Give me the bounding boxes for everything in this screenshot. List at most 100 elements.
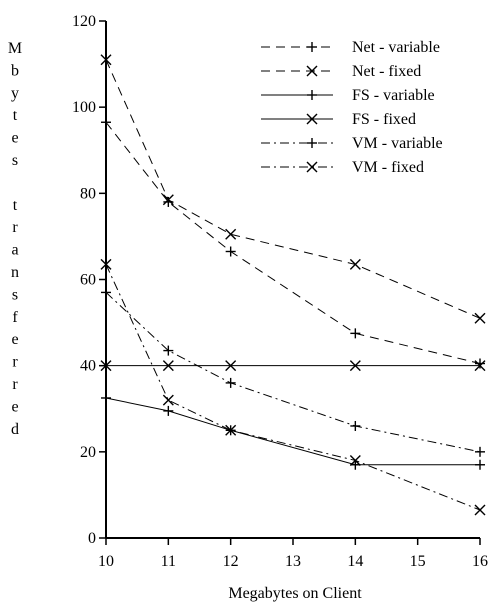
- legend-item-fs-fixed: FS - fixed: [261, 111, 416, 128]
- series-vm-variable: [101, 287, 485, 457]
- legend-label: FS - variable: [352, 87, 435, 104]
- series-layer: [100, 54, 486, 516]
- data-point: [349, 360, 361, 372]
- x-tick-label: 12: [223, 553, 239, 570]
- series-line: [105, 397, 480, 466]
- y-axis-title-char: r: [12, 354, 18, 371]
- marker-stroke: [162, 194, 174, 206]
- x-tick-label: 16: [472, 553, 488, 570]
- data-point: [162, 360, 174, 372]
- series-fs-fixed: [100, 360, 486, 372]
- legend-marker: [306, 113, 318, 125]
- marker-stroke: [349, 454, 361, 466]
- marker-stroke: [306, 65, 318, 77]
- y-axis-title-char: s: [12, 286, 18, 303]
- y-axis-title-char: e: [11, 398, 18, 415]
- data-point: [101, 392, 111, 403]
- x-tick-label: 15: [410, 553, 426, 570]
- legend-label: Net - fixed: [352, 63, 421, 80]
- data-point: [350, 328, 361, 339]
- data-point: [225, 246, 236, 257]
- legend-marker: [307, 138, 317, 148]
- data-point: [225, 377, 236, 388]
- data-point: [162, 394, 174, 406]
- marker-stroke: [225, 228, 237, 240]
- data-point: [474, 360, 486, 372]
- legend-marker: [306, 161, 318, 173]
- legend-marker: [306, 65, 318, 77]
- y-axis-title-char: t: [13, 197, 18, 214]
- y-axis-title-char: a: [11, 242, 18, 259]
- x-tick-label: 14: [347, 553, 363, 570]
- y-axis-title-char: d: [11, 421, 19, 438]
- legend-label: FS - fixed: [352, 111, 416, 128]
- data-point: [163, 345, 174, 356]
- marker-stroke: [474, 504, 486, 516]
- legend-item-net-variable: Net - variable: [261, 39, 440, 56]
- data-point: [225, 360, 237, 372]
- series-net-fixed: [100, 54, 486, 324]
- marker-stroke: [225, 360, 237, 372]
- y-axis-title-char: t: [13, 107, 18, 124]
- y-axis-title-char: s: [12, 152, 18, 169]
- y-axis-title-char: f: [12, 309, 18, 326]
- data-point: [349, 454, 361, 466]
- marker-stroke: [100, 360, 112, 372]
- marker-stroke: [349, 360, 361, 372]
- data-point: [100, 258, 112, 270]
- y-axis-title-char: n: [11, 264, 19, 281]
- data-point: [475, 358, 485, 369]
- marker-stroke: [162, 360, 174, 372]
- series-fs-variable: [101, 392, 485, 470]
- marker-stroke: [306, 113, 318, 125]
- y-axis-title-char: e: [11, 331, 18, 348]
- legend-item-vm-variable: VM - variable: [261, 135, 443, 152]
- marker-stroke: [162, 394, 174, 406]
- x-axis-title: Megabytes on Client: [228, 585, 362, 602]
- legend-label: VM - fixed: [352, 159, 424, 176]
- marker-stroke: [306, 161, 318, 173]
- x-tick-label: 13: [285, 553, 301, 570]
- data-point: [101, 287, 111, 298]
- legend-item-net-fixed: Net - fixed: [261, 63, 421, 80]
- data-point: [474, 312, 486, 324]
- marker-stroke: [225, 424, 237, 436]
- y-tick-label: 20: [80, 444, 96, 461]
- y-axis-title-char: y: [11, 85, 19, 102]
- y-tick-label: 0: [88, 530, 96, 547]
- marker-stroke: [100, 258, 112, 270]
- data-point: [163, 405, 174, 416]
- y-axis-title-char: M: [8, 40, 22, 57]
- series-line: [105, 264, 481, 511]
- legend: Net - variable Net - fixed FS - variable FS…: [261, 39, 443, 176]
- x-tick-label: 10: [98, 553, 114, 570]
- legend-marker: [307, 90, 317, 100]
- marker-stroke: [474, 312, 486, 324]
- legend-item-fs-variable: FS - variable: [261, 87, 435, 104]
- data-point: [474, 504, 486, 516]
- marker-stroke: [349, 258, 361, 270]
- legend-label: Net - variable: [352, 39, 440, 56]
- y-tick-label: 80: [80, 185, 96, 202]
- legend-marker: [307, 42, 317, 52]
- data-point: [349, 258, 361, 270]
- y-axis-title-char: e: [11, 130, 18, 147]
- data-point: [225, 228, 237, 240]
- x-tick-label: 11: [161, 553, 176, 570]
- data-point: [350, 420, 361, 431]
- legend-item-vm-fixed: VM - fixed: [261, 159, 424, 176]
- y-tick-label: 40: [80, 358, 96, 375]
- series-line: [105, 292, 481, 453]
- series-line: [105, 59, 481, 319]
- y-tick-label: 100: [72, 99, 96, 116]
- data-point: [100, 54, 112, 66]
- y-axis-title-char: b: [11, 62, 19, 79]
- data-point: [225, 424, 237, 436]
- y-axis-title-char: r: [12, 376, 18, 393]
- marker-stroke: [474, 360, 486, 372]
- series-net-variable: [101, 117, 485, 369]
- data-point: [475, 446, 485, 457]
- y-tick-label: 120: [72, 13, 96, 30]
